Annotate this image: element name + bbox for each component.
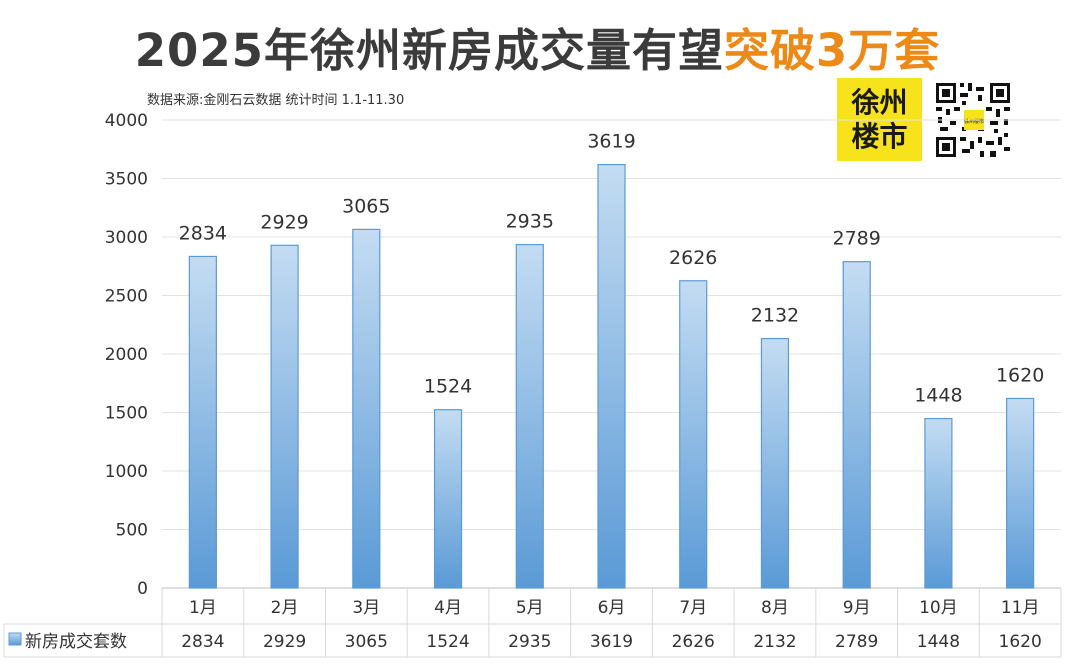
bar: [924, 417, 953, 589]
chart-title: 2025年徐州新房成交量有望突破3万套: [0, 14, 1075, 79]
bar: [597, 163, 626, 589]
table-value: 2834: [181, 632, 224, 652]
bar: [1006, 397, 1035, 589]
legend-label: 新房成交套数: [25, 632, 127, 652]
data-label: 2132: [751, 305, 799, 327]
bar: [352, 228, 381, 589]
bar: [515, 244, 544, 589]
data-label: 3619: [587, 131, 635, 153]
data-label: 2834: [179, 222, 227, 244]
qr-caption: 徐州楼市: [964, 118, 984, 125]
logo-line-2: 楼市: [851, 119, 908, 153]
table-value: 1620: [999, 632, 1042, 652]
x-tick-label: 10月: [919, 598, 958, 618]
bars: [188, 163, 1035, 589]
y-tick-label: 1000: [105, 462, 148, 482]
y-tick-label: 1500: [105, 404, 148, 424]
y-tick-label: 2500: [105, 287, 148, 307]
data-label: 1448: [914, 385, 962, 407]
table-value: 2789: [835, 632, 878, 652]
data-label: 3065: [342, 195, 390, 217]
y-tick-label: 4000: [105, 111, 148, 131]
table-value: 1448: [917, 632, 960, 652]
x-tick-label: 8月: [761, 598, 789, 618]
y-tick-label: 500: [116, 521, 148, 541]
y-tick-label: 0: [137, 579, 148, 599]
bar: [433, 409, 463, 589]
legend-swatch: [8, 632, 22, 646]
title-main: 2025年徐州新房成交量有望: [134, 24, 724, 77]
data-table: 新房成交套数 1月 2834 2月 2929 3月 3065 4月 1524 5月 2935 6月 36…: [3, 588, 1062, 658]
table-value: 3065: [345, 632, 388, 652]
table-value: 2929: [263, 632, 306, 652]
y-tick-label: 3000: [105, 228, 148, 248]
y-tick-label: 2000: [105, 345, 148, 365]
x-tick-label: 3月: [352, 598, 380, 618]
x-tick-label: 2月: [271, 598, 299, 618]
bar: [760, 337, 790, 589]
table-value: 2626: [672, 632, 715, 652]
bar: [188, 255, 217, 589]
title-highlight: 突破3万套: [723, 24, 941, 77]
data-label: 2929: [260, 211, 308, 233]
y-tick-label: 3500: [105, 170, 148, 190]
data-label: 1620: [996, 364, 1044, 386]
y-axis-ticks: 0 500 1000 1500 2000 2500 3000 3500 4000: [105, 111, 148, 599]
data-label: 1524: [424, 376, 472, 398]
data-source-note: 数据来源:金刚石云数据 统计时间 1.1-11.30: [147, 93, 405, 108]
data-label: 2935: [506, 211, 554, 233]
table-value: 1524: [426, 632, 469, 652]
data-label: 2626: [669, 247, 717, 269]
table-value: 2132: [753, 632, 796, 652]
x-tick-label: 5月: [516, 598, 544, 618]
logo-line-1: 徐州: [851, 85, 908, 119]
bar: [679, 280, 708, 589]
data-label: 2789: [833, 228, 881, 250]
x-tick-label: 1月: [189, 598, 217, 618]
x-tick-label: 9月: [843, 598, 871, 618]
x-tick-label: 11月: [1001, 598, 1040, 618]
data-labels: 2834 2929 3065 1524 2935 3619 2626 2132 2789 1448…: [179, 131, 1045, 407]
table-value: 3619: [590, 632, 633, 652]
x-tick-label: 7月: [679, 598, 707, 618]
table-value: 2935: [508, 632, 551, 652]
x-tick-label: 4月: [434, 598, 462, 618]
bar: [842, 261, 871, 589]
bar: [270, 244, 299, 589]
x-tick-label: 6月: [598, 598, 626, 618]
